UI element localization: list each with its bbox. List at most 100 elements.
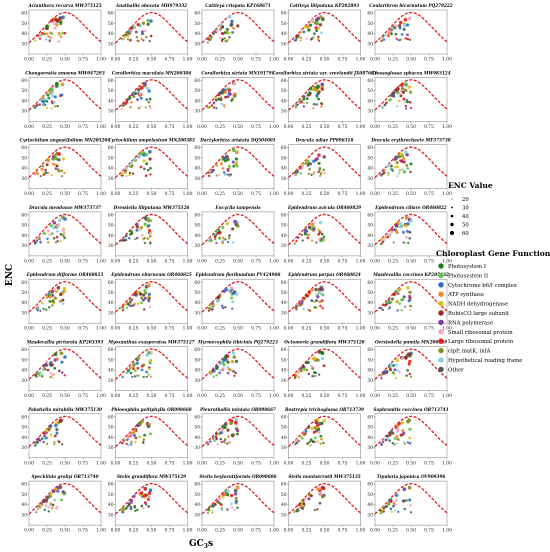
x-tick-label: 0.50 — [147, 394, 157, 399]
function-legend-label: Photosystem I — [448, 264, 486, 270]
gene-point — [56, 223, 61, 227]
expected-enc-curve — [28, 213, 102, 246]
function-legend-dot — [438, 272, 444, 279]
gene-point — [302, 502, 306, 505]
gene-point — [128, 301, 132, 304]
gene-point — [317, 170, 320, 174]
x-tick-label: 0.00 — [111, 529, 121, 534]
gene-point — [383, 38, 386, 41]
x-tick-label: 0.50 — [233, 394, 243, 399]
gene-point — [385, 101, 388, 105]
panel-title: Anathallis obovata MH979332 — [115, 3, 187, 8]
gene-point — [307, 308, 310, 311]
gene-point — [51, 373, 54, 376]
gene-point — [305, 97, 309, 101]
y-tick-label: 50 — [108, 291, 114, 296]
gene-point — [402, 499, 406, 503]
gene-point — [295, 36, 298, 40]
gene-point — [405, 23, 410, 27]
x-tick-label: 0.00 — [370, 461, 380, 466]
gene-point — [54, 289, 59, 294]
x-tick-label: 0.25 — [129, 327, 139, 332]
gene-point — [143, 487, 148, 491]
x-tick-label: 0.50 — [320, 327, 330, 332]
gene-point — [317, 373, 321, 376]
y-tick-label: 40 — [108, 369, 114, 374]
panel-title: Phloeophila peltiphylla OR098668 — [110, 407, 192, 412]
y-tick-label: 50 — [194, 426, 200, 431]
panel: Octomeria grandiflora MW375128 30 40 50 60 0.… — [281, 340, 366, 400]
gene-point — [232, 26, 236, 30]
y-tick-label: 50 — [21, 22, 27, 27]
x-tick-label: 1.00 — [356, 529, 366, 534]
gene-point — [121, 507, 124, 510]
x-tick-label: 0.00 — [197, 58, 207, 63]
gene-point — [134, 509, 137, 513]
function-legend-dot — [438, 366, 444, 373]
gene-point — [139, 301, 143, 305]
x-tick-label: 0.00 — [284, 461, 294, 466]
gene-point — [218, 501, 221, 505]
gene-point — [401, 168, 404, 171]
gene-point — [226, 489, 230, 493]
gene-point — [402, 295, 406, 299]
gene-point — [140, 419, 144, 424]
panel-title: Dresslella liliputana MW375126 — [113, 205, 190, 210]
gene-point — [403, 150, 408, 155]
x-tick-label: 0.00 — [197, 192, 207, 197]
gene-point — [146, 18, 150, 23]
gene-point — [310, 364, 313, 368]
gene-point — [307, 172, 311, 175]
gene-point — [134, 436, 138, 440]
gene-point — [206, 443, 210, 446]
expected-enc-curve — [374, 11, 448, 44]
gene-point — [395, 442, 398, 445]
x-tick-label: 0.25 — [388, 259, 398, 264]
gene-point — [39, 309, 42, 312]
x-tick-label: 0.50 — [406, 125, 416, 130]
gene-point — [398, 23, 402, 28]
gene-point — [42, 173, 45, 177]
gene-point — [125, 306, 129, 309]
gene-point — [50, 363, 55, 367]
gene-point — [145, 370, 148, 374]
gene-point — [121, 509, 124, 512]
gene-point — [406, 100, 410, 104]
x-tick-label: 1.00 — [442, 125, 452, 130]
gene-point — [383, 168, 386, 172]
gene-point — [316, 508, 319, 511]
gene-point — [383, 371, 387, 374]
gene-point — [130, 26, 134, 30]
gene-point — [50, 100, 54, 103]
x-tick-label: 0.50 — [406, 327, 416, 332]
gene-point — [226, 95, 230, 99]
gene-point — [143, 222, 147, 226]
x-tick-label: 0.50 — [147, 192, 157, 197]
panel-title: Cattleya crispata KP168671 — [205, 3, 271, 8]
gene-point — [130, 443, 133, 446]
gene-point — [138, 422, 142, 427]
gene-point — [123, 172, 127, 175]
x-tick-label: 1.00 — [269, 529, 279, 534]
y-tick-label: 30 — [194, 513, 200, 518]
x-tick-label: 0.50 — [60, 461, 70, 466]
gene-point — [213, 237, 217, 241]
y-tick-label: 30 — [108, 177, 114, 182]
gene-point — [49, 224, 53, 228]
gene-point — [140, 368, 144, 372]
y-tick-label: 30 — [21, 379, 27, 384]
gene-point — [137, 106, 141, 110]
y-tick-label: 40 — [367, 503, 373, 508]
gene-point — [232, 369, 235, 373]
gene-point — [380, 442, 383, 446]
gene-point — [400, 83, 404, 87]
gene-point — [398, 172, 401, 175]
x-tick-label: 0.25 — [42, 327, 52, 332]
gene-point — [306, 159, 310, 163]
gene-point — [390, 510, 394, 513]
gene-point — [307, 497, 311, 501]
gene-point — [149, 166, 152, 170]
gene-point — [307, 372, 311, 376]
gene-point — [310, 239, 314, 242]
gene-point — [43, 103, 47, 107]
